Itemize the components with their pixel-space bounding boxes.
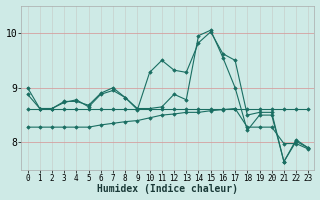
X-axis label: Humidex (Indice chaleur): Humidex (Indice chaleur) bbox=[98, 184, 238, 194]
